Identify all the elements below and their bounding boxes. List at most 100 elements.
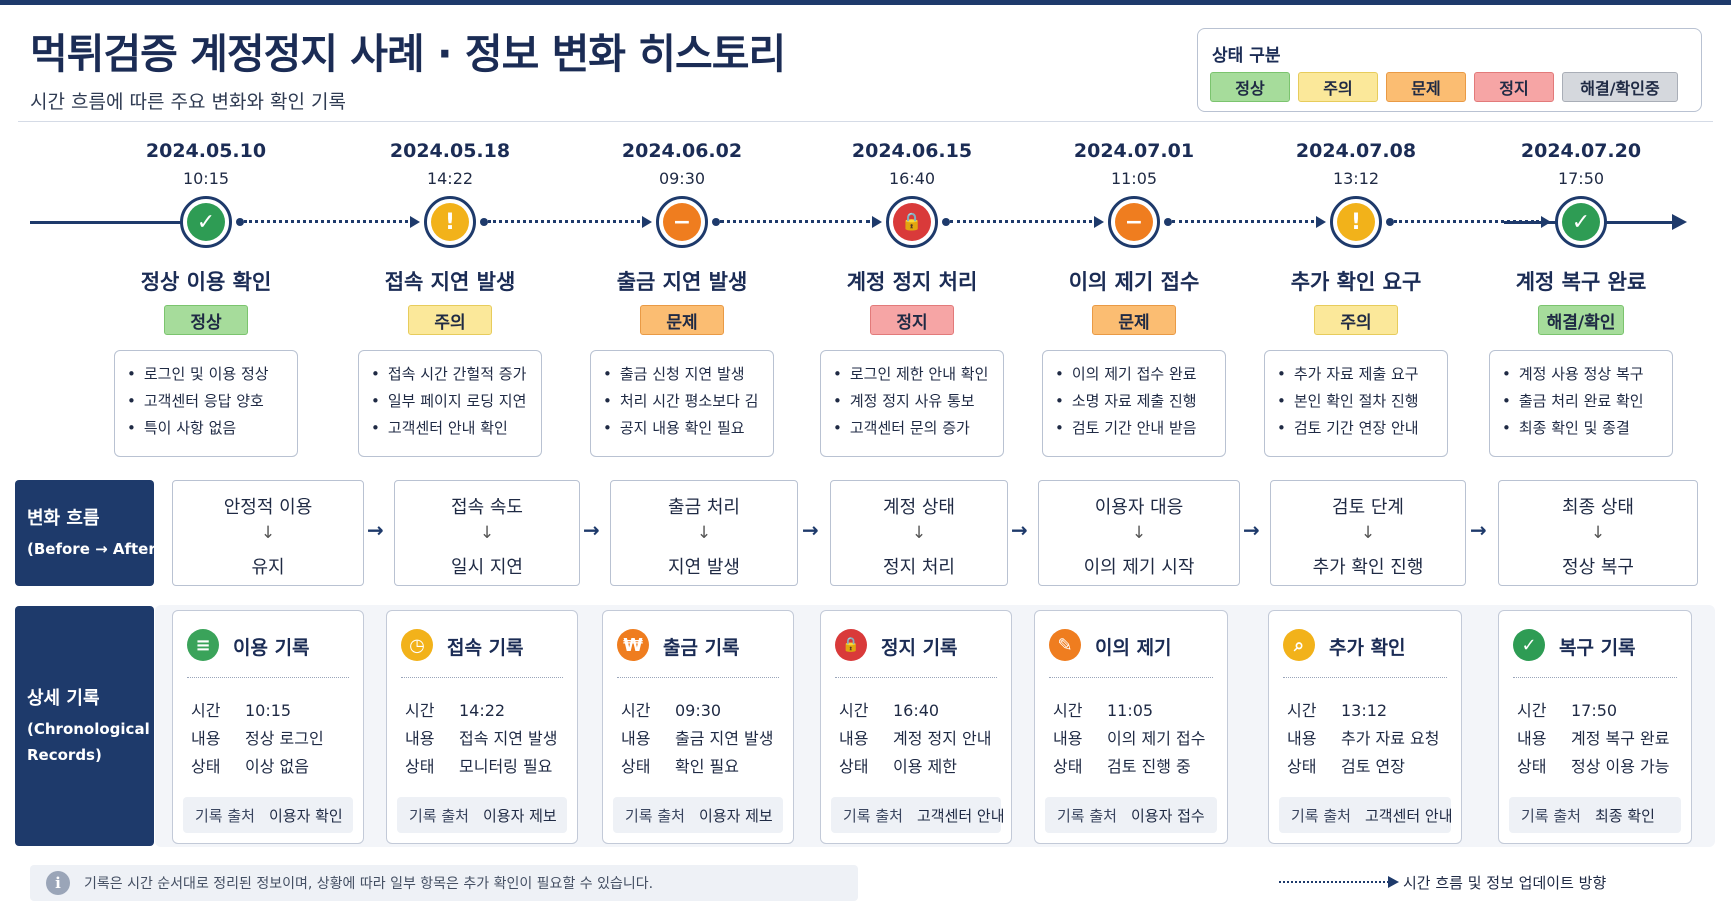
flow-before: 접속 속도 (451, 497, 523, 518)
timeline-dotted-segment (1172, 220, 1314, 223)
legend-item: 문제 (1386, 72, 1466, 102)
record-source-value: 고객센터 안내 (916, 806, 1005, 825)
direction-dotted-line (1279, 881, 1389, 883)
record-title: 복구 기록 (1559, 637, 1636, 659)
arrow-right-icon: → (1011, 518, 1028, 542)
record-value: 이용 제한 (893, 757, 957, 776)
record-source: 기록 출처 고객센터 안내 (1279, 797, 1453, 833)
record-value: 추가 자료 요청 (1341, 729, 1440, 748)
legend-item: 정상 (1210, 72, 1290, 102)
timeline-dot (1386, 218, 1394, 226)
exclamation-icon: ! (431, 203, 469, 241)
record-value: 13:12 (1341, 701, 1388, 720)
timeline-dot (236, 218, 244, 226)
summary-bullet: 특이 사항 없음 (127, 415, 297, 442)
status-badge: 문제 (640, 305, 724, 335)
event-date: 2024.07.20 (1520, 140, 1642, 162)
record-divider (1283, 677, 1447, 678)
timeline-arrow-icon (410, 216, 420, 228)
record-key: 상태 (405, 757, 435, 776)
direction-label: 시간 흐름 및 정보 업데이트 방향 (1403, 874, 1607, 892)
event-date: 2024.06.15 (851, 140, 973, 162)
record-source-key: 기록 출처 (409, 806, 469, 825)
record-value: 정상 로그인 (245, 729, 324, 748)
record-row-time: 시간 09:30 (621, 697, 721, 721)
clock-icon: ◷ (401, 629, 433, 661)
timeline-dot (712, 218, 720, 226)
flow-step: 이용자 대응 ↓ 이의 제기 시작 (1038, 480, 1240, 586)
flow-after: 이의 제기 시작 (1083, 557, 1195, 578)
event-time: 16:40 (888, 169, 936, 188)
record-value: 17:50 (1571, 701, 1618, 720)
record-row-status: 상태 확인 필요 (621, 753, 739, 777)
flow-before: 안정적 이용 (223, 497, 313, 518)
timeline-dot (1164, 218, 1172, 226)
record-key: 내용 (191, 729, 221, 748)
record-title: 접속 기록 (447, 637, 524, 659)
status-badge: 해결/확인 (1538, 305, 1624, 335)
lock-icon: 🔒 (893, 203, 931, 241)
legend-item: 정지 (1474, 72, 1554, 102)
timeline-dotted-segment (950, 220, 1092, 223)
summary-bullet: 일부 페이지 로딩 지연 (371, 388, 541, 415)
record-row-time: 시간 17:50 (1517, 697, 1617, 721)
record-key: 상태 (839, 757, 869, 776)
flow-after: 정지 처리 (883, 557, 955, 578)
record-value: 계정 정지 안내 (893, 729, 992, 748)
summary-bullet: 로그인 제한 안내 확인 (833, 361, 1003, 388)
records-subtitle-line-1: (Chronological (27, 720, 150, 738)
record-value: 정상 이용 가능 (1571, 757, 1670, 776)
event-summary-box: 접속 시간 간헐적 증가일부 페이지 로딩 지연고객센터 안내 확인 (358, 350, 542, 457)
flow-row-label: 변화 흐름 (Before → After) (15, 480, 163, 586)
record-source: 기록 출처 고객센터 안내 (831, 797, 1005, 833)
record-card: ✓ 복구 기록 시간 17:50 내용 계정 복구 완료 상태 정상 이용 가능 기록 출처 최종… (1498, 610, 1692, 844)
record-value: 접속 지연 발생 (459, 729, 558, 748)
event-time: 09:30 (658, 169, 706, 188)
record-key: 시간 (839, 701, 869, 720)
record-key: 내용 (1053, 729, 1083, 748)
arrow-down-icon: ↓ (479, 523, 495, 543)
event-name: 계정 정지 처리 (846, 270, 978, 294)
summary-bullet: 본인 확인 절차 진행 (1277, 388, 1447, 415)
records-row-title: 상세 기록 (27, 688, 100, 709)
footnote: i 기록은 시간 순서대로 정리된 정보이며, 상황에 따라 일부 항목은 추가… (30, 865, 858, 901)
summary-bullet: 고객센터 문의 증가 (833, 415, 1003, 442)
event-time: 13:12 (1332, 169, 1380, 188)
timeline-arrowhead-icon (1672, 214, 1687, 230)
event-name: 추가 확인 요구 (1290, 270, 1422, 294)
record-card: 🔒 정지 기록 시간 16:40 내용 계정 정지 안내 상태 이용 제한 기록 출처 고객센터 … (820, 610, 1012, 844)
event-summary-box: 이의 제기 접수 완료소명 자료 제출 진행검토 기간 안내 받음 (1042, 350, 1226, 457)
record-key: 시간 (621, 701, 651, 720)
event-date: 2024.07.01 (1073, 140, 1195, 162)
record-value: 검토 진행 중 (1107, 757, 1191, 776)
arrow-right-icon: → (802, 518, 819, 542)
record-key: 상태 (621, 757, 651, 776)
flow-after: 추가 확인 진행 (1312, 557, 1424, 578)
event-node: − (656, 196, 708, 248)
record-row-time: 시간 10:15 (191, 697, 291, 721)
check-circle-icon: ✓ (1513, 629, 1545, 661)
currency-icon: ₩ (617, 629, 649, 661)
legend-title: 상태 구분 (1212, 46, 1281, 66)
summary-bullet: 검토 기간 안내 받음 (1055, 415, 1225, 442)
pencil-icon: ✎ (1049, 629, 1081, 661)
timeline-arrow-icon (872, 216, 882, 228)
page-subtitle: 시간 흐름에 따른 주요 변화와 확인 기록 (30, 91, 346, 113)
record-source-key: 기록 출처 (625, 806, 685, 825)
record-card: ≡ 이용 기록 시간 10:15 내용 정상 로그인 상태 이상 없음 기록 출처 이용자 확인 (172, 610, 364, 844)
status-badge: 주의 (1314, 305, 1398, 335)
flow-step: 접속 속도 ↓ 일시 지연 (394, 480, 580, 586)
arrow-right-icon: → (583, 518, 600, 542)
summary-bullet: 계정 정지 사유 통보 (833, 388, 1003, 415)
record-value: 계정 복구 완료 (1571, 729, 1670, 748)
record-row-content: 내용 정상 로그인 (191, 725, 324, 749)
event-summary-box: 출금 신청 지연 발생처리 시간 평소보다 김공지 내용 확인 필요 (590, 350, 774, 457)
record-row-status: 상태 이상 없음 (191, 753, 309, 777)
timeline-arrow-icon (1316, 216, 1326, 228)
flow-after: 유지 (251, 557, 285, 578)
event-date: 2024.06.02 (621, 140, 743, 162)
record-row-time: 시간 14:22 (405, 697, 505, 721)
record-divider (835, 677, 997, 678)
record-source-key: 기록 출처 (1057, 806, 1117, 825)
summary-bullet: 출금 처리 완료 확인 (1502, 388, 1672, 415)
